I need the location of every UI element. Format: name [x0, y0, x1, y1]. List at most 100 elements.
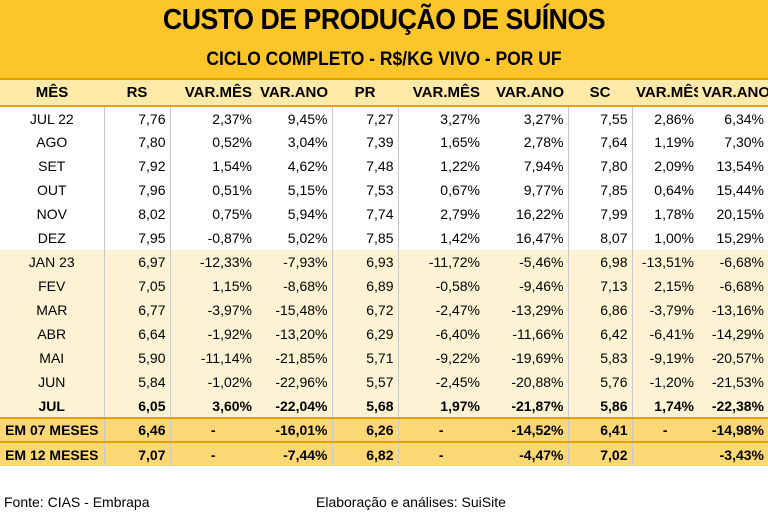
value-cell: 1,22% [398, 154, 484, 178]
value-cell: -13,16% [698, 298, 768, 322]
column-header: VAR.ANO [256, 80, 332, 107]
value-cell: 1,74% [632, 394, 698, 418]
value-cell: -20,57% [698, 346, 768, 370]
summary-row: EM 12 MESES 7,07- -7,44% 6,82- -4,47% 7,02 -3,… [0, 441, 768, 466]
table-row: SET 7,92 1,54% 4,62% 7,48 1,22% 7,94% 7,80 2,09%… [0, 154, 768, 178]
value-cell: 5,94% [256, 202, 333, 226]
value-cell: -15,48% [256, 298, 333, 322]
value-cell: 2,79% [398, 202, 484, 226]
month-cell: EM 07 MESES [0, 417, 105, 442]
value-cell: -12,33% [170, 250, 256, 274]
value-cell: 8,07 [568, 226, 633, 250]
value-cell: -16,01% [256, 417, 333, 442]
value-cell: 6,42 [568, 322, 633, 346]
value-cell: 7,05 [104, 274, 171, 298]
value-cell: -6,68% [698, 274, 768, 298]
value-cell: 1,19% [632, 130, 698, 154]
table-row: JUL 22 7,76 2,37% 9,45% 7,27 3,27% 3,27% 7,55 2,… [0, 106, 768, 130]
value-cell: - [170, 441, 256, 466]
value-cell: -7,93% [256, 250, 333, 274]
month-cell: JUL [0, 394, 105, 418]
value-cell: 6,41 [568, 417, 633, 442]
value-cell: 16,22% [484, 202, 569, 226]
value-cell: -13,29% [484, 298, 569, 322]
column-header: VAR.MÊS [398, 80, 484, 107]
value-cell: -0,58% [398, 274, 484, 298]
value-cell: -5,46% [484, 250, 569, 274]
value-cell: - [398, 417, 484, 442]
value-cell: 15,29% [698, 226, 768, 250]
value-cell: -7,44% [256, 441, 333, 466]
value-cell: 6,93 [332, 250, 399, 274]
value-cell: 3,04% [256, 130, 333, 154]
table-row: MAR 6,77 -3,97% -15,48% 6,72 -2,47% -13,29% 6,8… [0, 298, 768, 322]
value-cell: -1,02% [170, 370, 256, 394]
value-cell: 7,80 [104, 130, 171, 154]
summary-row: EM 07 MESES 6,46- -16,01% 6,26- -14,52% 6,41-… [0, 417, 768, 442]
value-cell: 0,64% [632, 178, 698, 202]
value-cell: 6,86 [568, 298, 633, 322]
value-cell: 5,84 [104, 370, 171, 394]
column-header: VAR.ANO [484, 80, 568, 107]
column-header: VAR.ANO [698, 80, 768, 107]
month-cell: EM 12 MESES [0, 441, 105, 466]
value-cell: 6,64 [104, 322, 171, 346]
value-cell: - [398, 441, 484, 466]
cost-table: MÊS RS VAR.MÊS VAR.ANO PR VAR.MÊS VAR.AN… [0, 80, 768, 466]
value-cell: 6,34% [698, 106, 768, 130]
value-cell: 3,27% [398, 106, 484, 130]
value-cell: 5,57 [332, 370, 399, 394]
value-cell: 2,37% [170, 106, 256, 130]
value-cell: 7,07 [104, 441, 171, 466]
report-header: CUSTO DE PRODUÇÃO DE SUÍNOS CICLO COMPLE… [0, 0, 768, 80]
value-cell: 9,77% [484, 178, 569, 202]
column-header: MÊS [0, 80, 104, 107]
value-cell: -11,72% [398, 250, 484, 274]
value-cell: 5,02% [256, 226, 333, 250]
value-cell: -21,53% [698, 370, 768, 394]
table-row: NOV 8,02 0,75% 5,94% 7,74 2,79% 16,22% 7,99 1,78… [0, 202, 768, 226]
value-cell: 7,27 [332, 106, 399, 130]
column-header: SC [568, 80, 632, 107]
value-cell: 7,96 [104, 178, 171, 202]
value-cell: -9,19% [632, 346, 698, 370]
value-cell: 6,89 [332, 274, 399, 298]
value-cell: -13,51% [632, 250, 698, 274]
column-header: VAR.MÊS [632, 80, 698, 107]
value-cell: 1,42% [398, 226, 484, 250]
value-cell: -4,47% [484, 441, 569, 466]
value-cell: 13,54% [698, 154, 768, 178]
value-cell: -6,68% [698, 250, 768, 274]
value-cell: -9,22% [398, 346, 484, 370]
value-cell: 6,98 [568, 250, 633, 274]
value-cell: 7,92 [104, 154, 171, 178]
value-cell: -3,97% [170, 298, 256, 322]
month-cell: AGO [0, 130, 105, 154]
value-cell: 6,82 [332, 441, 399, 466]
table-row: AGO 7,80 0,52% 3,04% 7,39 1,65% 2,78% 7,64 1,19%… [0, 130, 768, 154]
value-cell: -3,79% [632, 298, 698, 322]
value-cell: -11,14% [170, 346, 256, 370]
value-cell: 5,15% [256, 178, 333, 202]
month-cell: JAN 23 [0, 250, 105, 274]
month-cell: OUT [0, 178, 105, 202]
value-cell: 7,53 [332, 178, 399, 202]
value-cell: 5,86 [568, 394, 633, 418]
value-cell: 16,47% [484, 226, 569, 250]
value-cell: 8,02 [104, 202, 171, 226]
month-cell: JUN [0, 370, 105, 394]
value-cell: 7,48 [332, 154, 399, 178]
report-title: CUSTO DE PRODUÇÃO DE SUÍNOS [162, 4, 606, 36]
value-cell: -13,20% [256, 322, 333, 346]
month-cell: NOV [0, 202, 105, 226]
value-cell: -14,52% [484, 417, 569, 442]
value-cell: 1,97% [398, 394, 484, 418]
value-cell: 1,15% [170, 274, 256, 298]
value-cell: -20,88% [484, 370, 569, 394]
value-cell: -6,40% [398, 322, 484, 346]
value-cell: - [632, 417, 698, 442]
value-cell: -14,29% [698, 322, 768, 346]
value-cell: -3,43% [698, 441, 768, 466]
value-cell: 20,15% [698, 202, 768, 226]
value-cell: 2,78% [484, 130, 569, 154]
